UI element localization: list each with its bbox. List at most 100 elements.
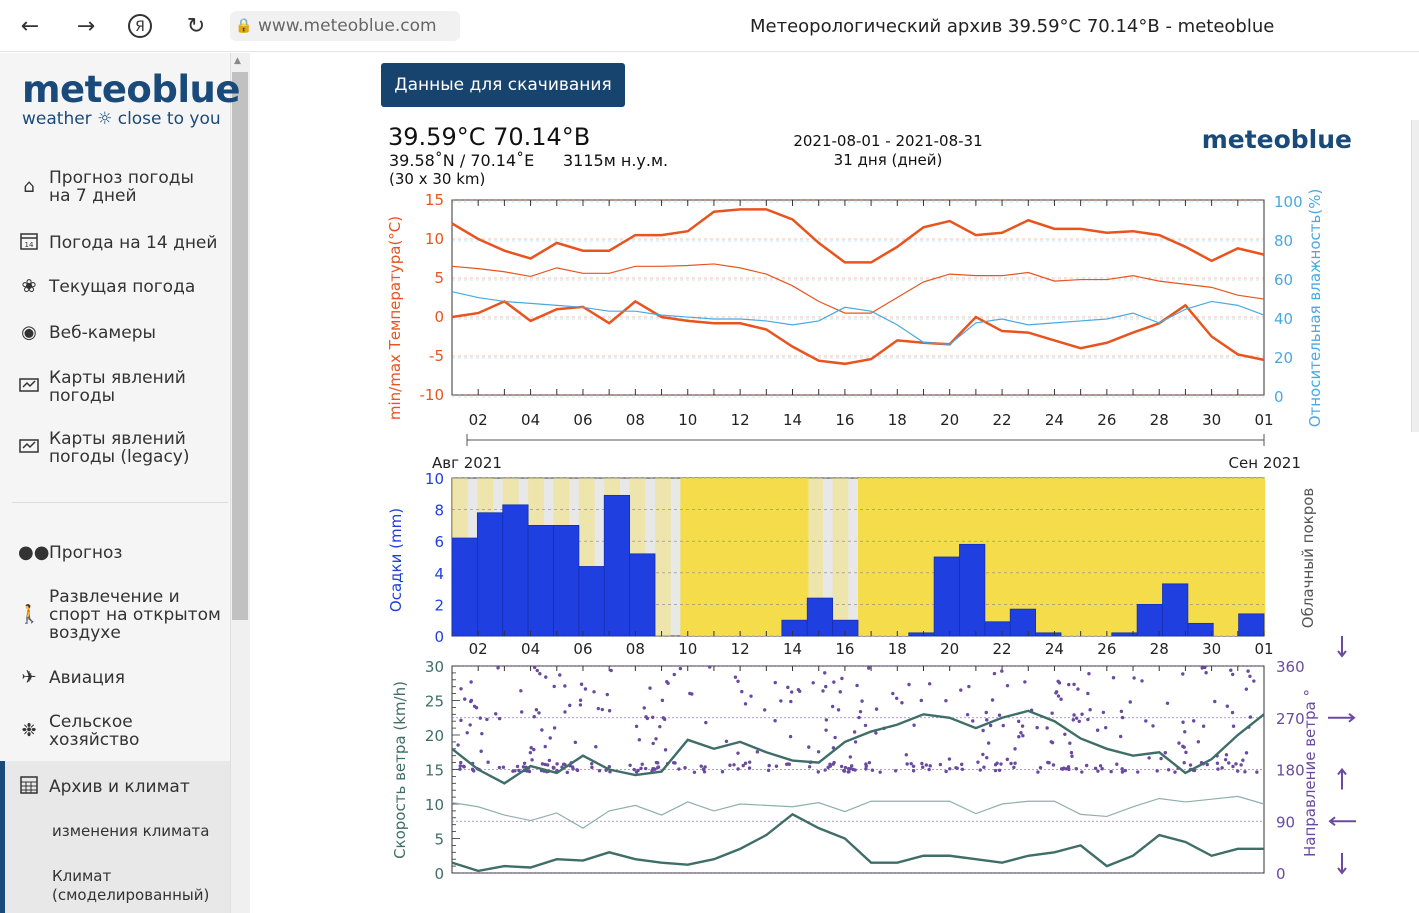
sidebar-item-current-weather[interactable]: ❀ Текущая погода (18, 278, 228, 297)
sidebar-scroll-thumb[interactable] (232, 72, 248, 620)
wind-panel: 30 25 20 15 10 5 0 360 270 180 90 0 (425, 636, 1356, 883)
chart-date-range: 2021-08-01 - 2021-08-31 (793, 132, 982, 150)
sidebar-subitem-label: (смоделированный) (52, 886, 210, 904)
wind-direction-dot (645, 716, 650, 721)
wind-direction-dot (1181, 672, 1185, 676)
wind-direction-dot (938, 762, 943, 767)
x-tick-label: 24 (1045, 411, 1064, 429)
precip-tick-label: 6 (434, 533, 444, 551)
arrow-right-icon (1328, 712, 1356, 723)
wind-direction-dot (459, 718, 463, 723)
wind-direction-dot (1120, 715, 1125, 720)
wind-direction-dot (724, 739, 729, 744)
wind-direction-dot (947, 757, 952, 761)
wind-direction-dot (1086, 691, 1090, 696)
lock-icon: 🔒 (235, 18, 253, 34)
wind-direction-dot (1231, 724, 1236, 728)
humidity-tick-label: 0 (1274, 388, 1284, 406)
sidebar-item-14day[interactable]: 14 Погода на 14 дней (18, 232, 228, 254)
wind-direction-dot (651, 715, 655, 719)
wind-direction-dot (544, 675, 548, 679)
map-icon (18, 377, 40, 397)
scroll-up-arrow-icon[interactable]: ▲ (234, 56, 241, 66)
temp-plot-area (451, 199, 1265, 396)
precip-tick-label: 8 (434, 502, 444, 520)
wind-direction-dot (840, 676, 844, 681)
cloud-cover-stripe (873, 478, 885, 636)
wind-direction-dot (501, 765, 506, 769)
sidebar-item-forecast[interactable]: ●● Прогноз (18, 544, 228, 563)
cloud-cover-stripe (731, 478, 747, 636)
wind-direction-dot (543, 744, 547, 749)
humidity-tick-label: 40 (1274, 310, 1293, 328)
wind-direction-dot (643, 766, 648, 771)
cloud-cover-stripe (655, 478, 671, 636)
wind-direction-dot (1016, 719, 1021, 724)
humidity-tick-label: 60 (1274, 271, 1293, 289)
temp-tick-label: -10 (420, 386, 445, 404)
precip-bar (527, 524, 554, 637)
sidebar-item-agriculture[interactable]: ❉ Сельское хозяйство (18, 713, 228, 749)
cloud-cover-stripe (781, 478, 798, 636)
wind-direction-dot (1077, 719, 1081, 724)
wind-direction-dot (1009, 761, 1013, 766)
cloud-cover-stripe (898, 478, 911, 636)
forward-arrow-icon[interactable]: → (76, 13, 96, 39)
sidebar-item-weather-maps[interactable]: Карты явлений погоды (18, 369, 228, 405)
sidebar-subitem-climate-modelled[interactable]: Климат (смоделированный) (52, 867, 209, 905)
wind-direction-dot (965, 712, 970, 717)
wind-direction-dot (919, 698, 923, 703)
wind-direction-dot (985, 718, 989, 722)
meteoblue-logo[interactable]: meteoblue weather ☼ close to you (22, 68, 240, 129)
wind-direction-dot (1123, 768, 1127, 773)
yandex-icon[interactable]: Я (124, 10, 156, 42)
humidity-tick-label: 100 (1274, 193, 1303, 211)
address-bar[interactable]: 🔒 www.meteoblue.com (230, 11, 460, 41)
wind-direction-dot (634, 724, 639, 729)
wind-direction-dot (878, 770, 882, 774)
hiker-icon: 🚶 (18, 604, 41, 625)
wind-direction-dot (1166, 768, 1171, 772)
chart-coords: 39.58˚N / 70.14˚E (389, 151, 534, 170)
wind-direction-dot (653, 767, 657, 771)
download-data-button[interactable]: Данные для скачивания (381, 63, 625, 107)
wind-direction-dot (692, 770, 697, 775)
cloud-cover-stripe (771, 478, 784, 636)
wind-direction-dot (1182, 761, 1186, 765)
sidebar-item-outdoor-sports[interactable]: 🚶 Развлечение и спорт на открытом воздухе (18, 588, 228, 642)
chart-days: 31 дня (дней) (834, 151, 943, 169)
temperature-humidity-panel: 15 10 5 0 -5 -10 100 80 60 40 20 0 02 04 06 08 10 12 14 16 1… (420, 191, 1303, 446)
sidebar-item-7day-forecast[interactable]: ⌂ Прогноз погоды на 7 дней (18, 169, 228, 205)
cloud-cover-stripe (1076, 478, 1088, 636)
back-arrow-icon[interactable]: ← (20, 13, 40, 39)
wind-direction-dot (1248, 674, 1252, 678)
wind-direction-dot (497, 716, 502, 721)
wind-direction-dot (924, 763, 929, 767)
wind-direction-dot (988, 723, 993, 728)
wind-direction-dot (547, 758, 552, 763)
wind-direction-dot (1203, 665, 1207, 670)
wind-direction-dot (1177, 741, 1181, 745)
precip-bar (451, 537, 478, 637)
sidebar-subitem-climate-change[interactable]: изменения климата (52, 822, 210, 841)
wind-direction-dot (568, 703, 572, 708)
precip-bar (806, 597, 834, 637)
wind-direction-dot (462, 765, 466, 769)
x-tick-label: 20 (940, 640, 959, 658)
sidebar-item-aviation[interactable]: ✈ Авиация (18, 669, 228, 688)
sidebar-item-archive-climate[interactable]: Архив и климат (18, 776, 228, 798)
sidebar-item-weather-maps-legacy[interactable]: Карты явлений погоды (legacy) (18, 430, 228, 466)
wind-direction-dot (666, 681, 670, 686)
sidebar-item-webcams[interactable]: ◉ Веб-камеры (18, 324, 228, 343)
temp-axis-label: min/max Температура(°C) (386, 216, 404, 420)
wind-direction-dot (864, 762, 868, 766)
wind-direction-dot (1019, 731, 1023, 735)
wind-direction-dot (575, 768, 580, 773)
reload-icon[interactable]: ↻ (186, 13, 206, 39)
wind-direction-dot (833, 735, 837, 740)
wind-direction-dot (592, 690, 596, 694)
wind-direction-dot (465, 731, 469, 735)
wind-direction-dot (1005, 683, 1010, 688)
precip-bar (603, 494, 631, 637)
cloud-cover-stripe (1137, 478, 1153, 636)
